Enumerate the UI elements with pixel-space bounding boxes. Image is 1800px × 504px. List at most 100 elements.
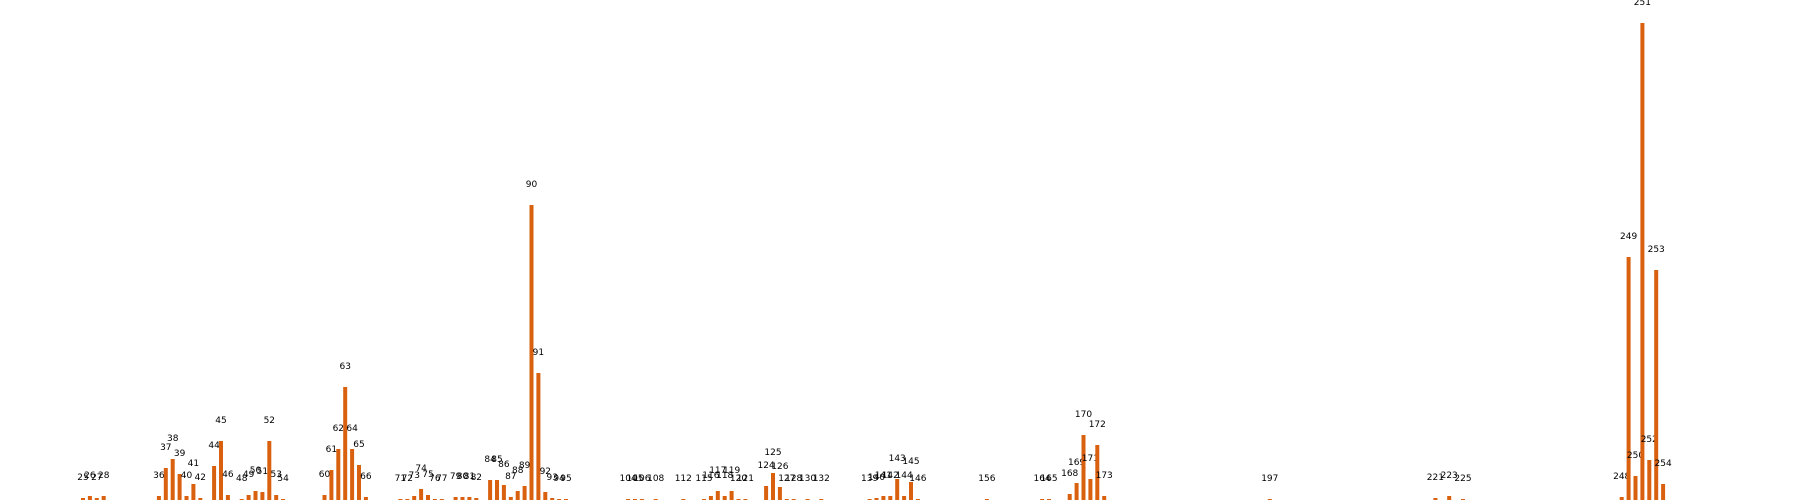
bar-88	[515, 491, 520, 500]
bar-label-50: 50	[250, 466, 262, 476]
bar-label-40: 40	[181, 471, 193, 481]
bar-251	[1640, 23, 1645, 500]
bar-141	[881, 496, 886, 500]
bar-61	[329, 470, 334, 500]
bar-label-250: 250	[1627, 451, 1644, 461]
bar-119	[729, 491, 734, 500]
bar-45	[219, 441, 223, 500]
bar-label-253: 253	[1648, 245, 1665, 255]
bar-label-143: 143	[889, 454, 906, 464]
bar-label-127: 127	[778, 474, 795, 484]
bar-label-92: 92	[540, 467, 551, 477]
bar-label-117: 117	[709, 466, 726, 476]
bar-171	[1088, 479, 1093, 500]
bar-145	[909, 482, 913, 500]
bar-label-172: 172	[1089, 420, 1106, 430]
bar-label-87: 87	[505, 472, 516, 482]
bar-label-254: 254	[1655, 459, 1672, 469]
bar-252	[1647, 460, 1652, 500]
bar-label-124: 124	[758, 461, 775, 471]
bar-249	[1626, 257, 1631, 500]
bar-117	[715, 491, 720, 500]
bar-label-46: 46	[222, 470, 234, 480]
bar-label-39: 39	[174, 449, 186, 459]
bar-169	[1074, 483, 1079, 500]
bar-label-112: 112	[675, 474, 692, 484]
bar-42	[198, 498, 203, 500]
bar-label-108: 108	[647, 474, 664, 484]
bar-label-90: 90	[526, 180, 538, 190]
bar-label-120: 120	[730, 474, 747, 484]
bar-label-38: 38	[167, 434, 179, 444]
bar-label-48: 48	[236, 474, 248, 484]
bar-label-249: 249	[1620, 232, 1637, 242]
bar-124	[764, 486, 769, 500]
bar-44	[212, 466, 217, 500]
bar-126	[777, 487, 782, 500]
bar-label-53: 53	[270, 470, 281, 480]
bar-label-141: 141	[875, 471, 892, 481]
bar-40	[184, 496, 189, 500]
bar-label-93: 93	[546, 473, 557, 483]
bar-172	[1095, 445, 1100, 500]
bar-label-79: 79	[450, 472, 462, 482]
bar-label-95: 95	[560, 474, 571, 484]
bar-25	[81, 498, 85, 500]
bar-label-82: 82	[471, 473, 482, 483]
bar-label-63: 63	[339, 362, 350, 372]
bar-143	[895, 479, 900, 500]
bar-label-81: 81	[464, 472, 475, 482]
bar-254	[1661, 484, 1666, 500]
bar-label-73: 73	[408, 471, 419, 481]
bar-87	[508, 497, 513, 500]
bar-66	[363, 497, 368, 500]
bar-label-41: 41	[188, 459, 199, 469]
bar-36	[156, 496, 161, 500]
bar-label-72: 72	[402, 474, 413, 484]
bar-65	[357, 465, 361, 500]
bar-49	[246, 495, 251, 500]
bar-52	[267, 441, 272, 500]
bar-label-61: 61	[326, 445, 337, 455]
bar-label-104: 104	[620, 474, 637, 484]
bar-label-142: 142	[882, 471, 899, 481]
bar-85	[495, 480, 499, 500]
bar-label-197: 197	[1261, 474, 1278, 484]
bar-label-171: 171	[1082, 454, 1099, 464]
bar-label-45: 45	[215, 416, 226, 426]
bar-63	[343, 387, 348, 500]
bar-label-25: 25	[77, 473, 88, 483]
bar-86	[501, 485, 506, 500]
bar-84	[488, 480, 493, 500]
bar-140	[874, 498, 879, 500]
bar-label-52: 52	[264, 416, 275, 426]
bar-label-248: 248	[1613, 472, 1630, 482]
bar-51	[260, 492, 265, 500]
bar-label-140: 140	[868, 473, 885, 483]
bar-label-27: 27	[91, 473, 102, 483]
bar-label-121: 121	[737, 474, 754, 484]
bar-223	[1447, 496, 1452, 500]
bar-60	[322, 495, 327, 500]
bar-label-223: 223	[1441, 471, 1458, 481]
bar-label-36: 36	[153, 471, 165, 481]
bar-46	[225, 495, 230, 500]
bar-38	[170, 459, 175, 500]
bar-75	[426, 495, 430, 500]
bar-label-173: 173	[1096, 471, 1113, 481]
bar-label-26: 26	[84, 471, 96, 481]
bar-37	[163, 468, 168, 500]
bar-label-221: 221	[1427, 473, 1444, 483]
bar-label-37: 37	[160, 443, 171, 453]
bar-label-252: 252	[1641, 435, 1658, 445]
bar-label-225: 225	[1454, 474, 1471, 484]
bar-27	[94, 498, 99, 500]
bar-90	[529, 205, 534, 500]
bar-label-89: 89	[519, 461, 531, 471]
bar-label-85: 85	[491, 455, 502, 465]
bar-label-164: 164	[1034, 474, 1051, 484]
bar-label-126: 126	[771, 462, 788, 472]
bar-92	[543, 492, 548, 500]
bar-173	[1102, 496, 1107, 500]
